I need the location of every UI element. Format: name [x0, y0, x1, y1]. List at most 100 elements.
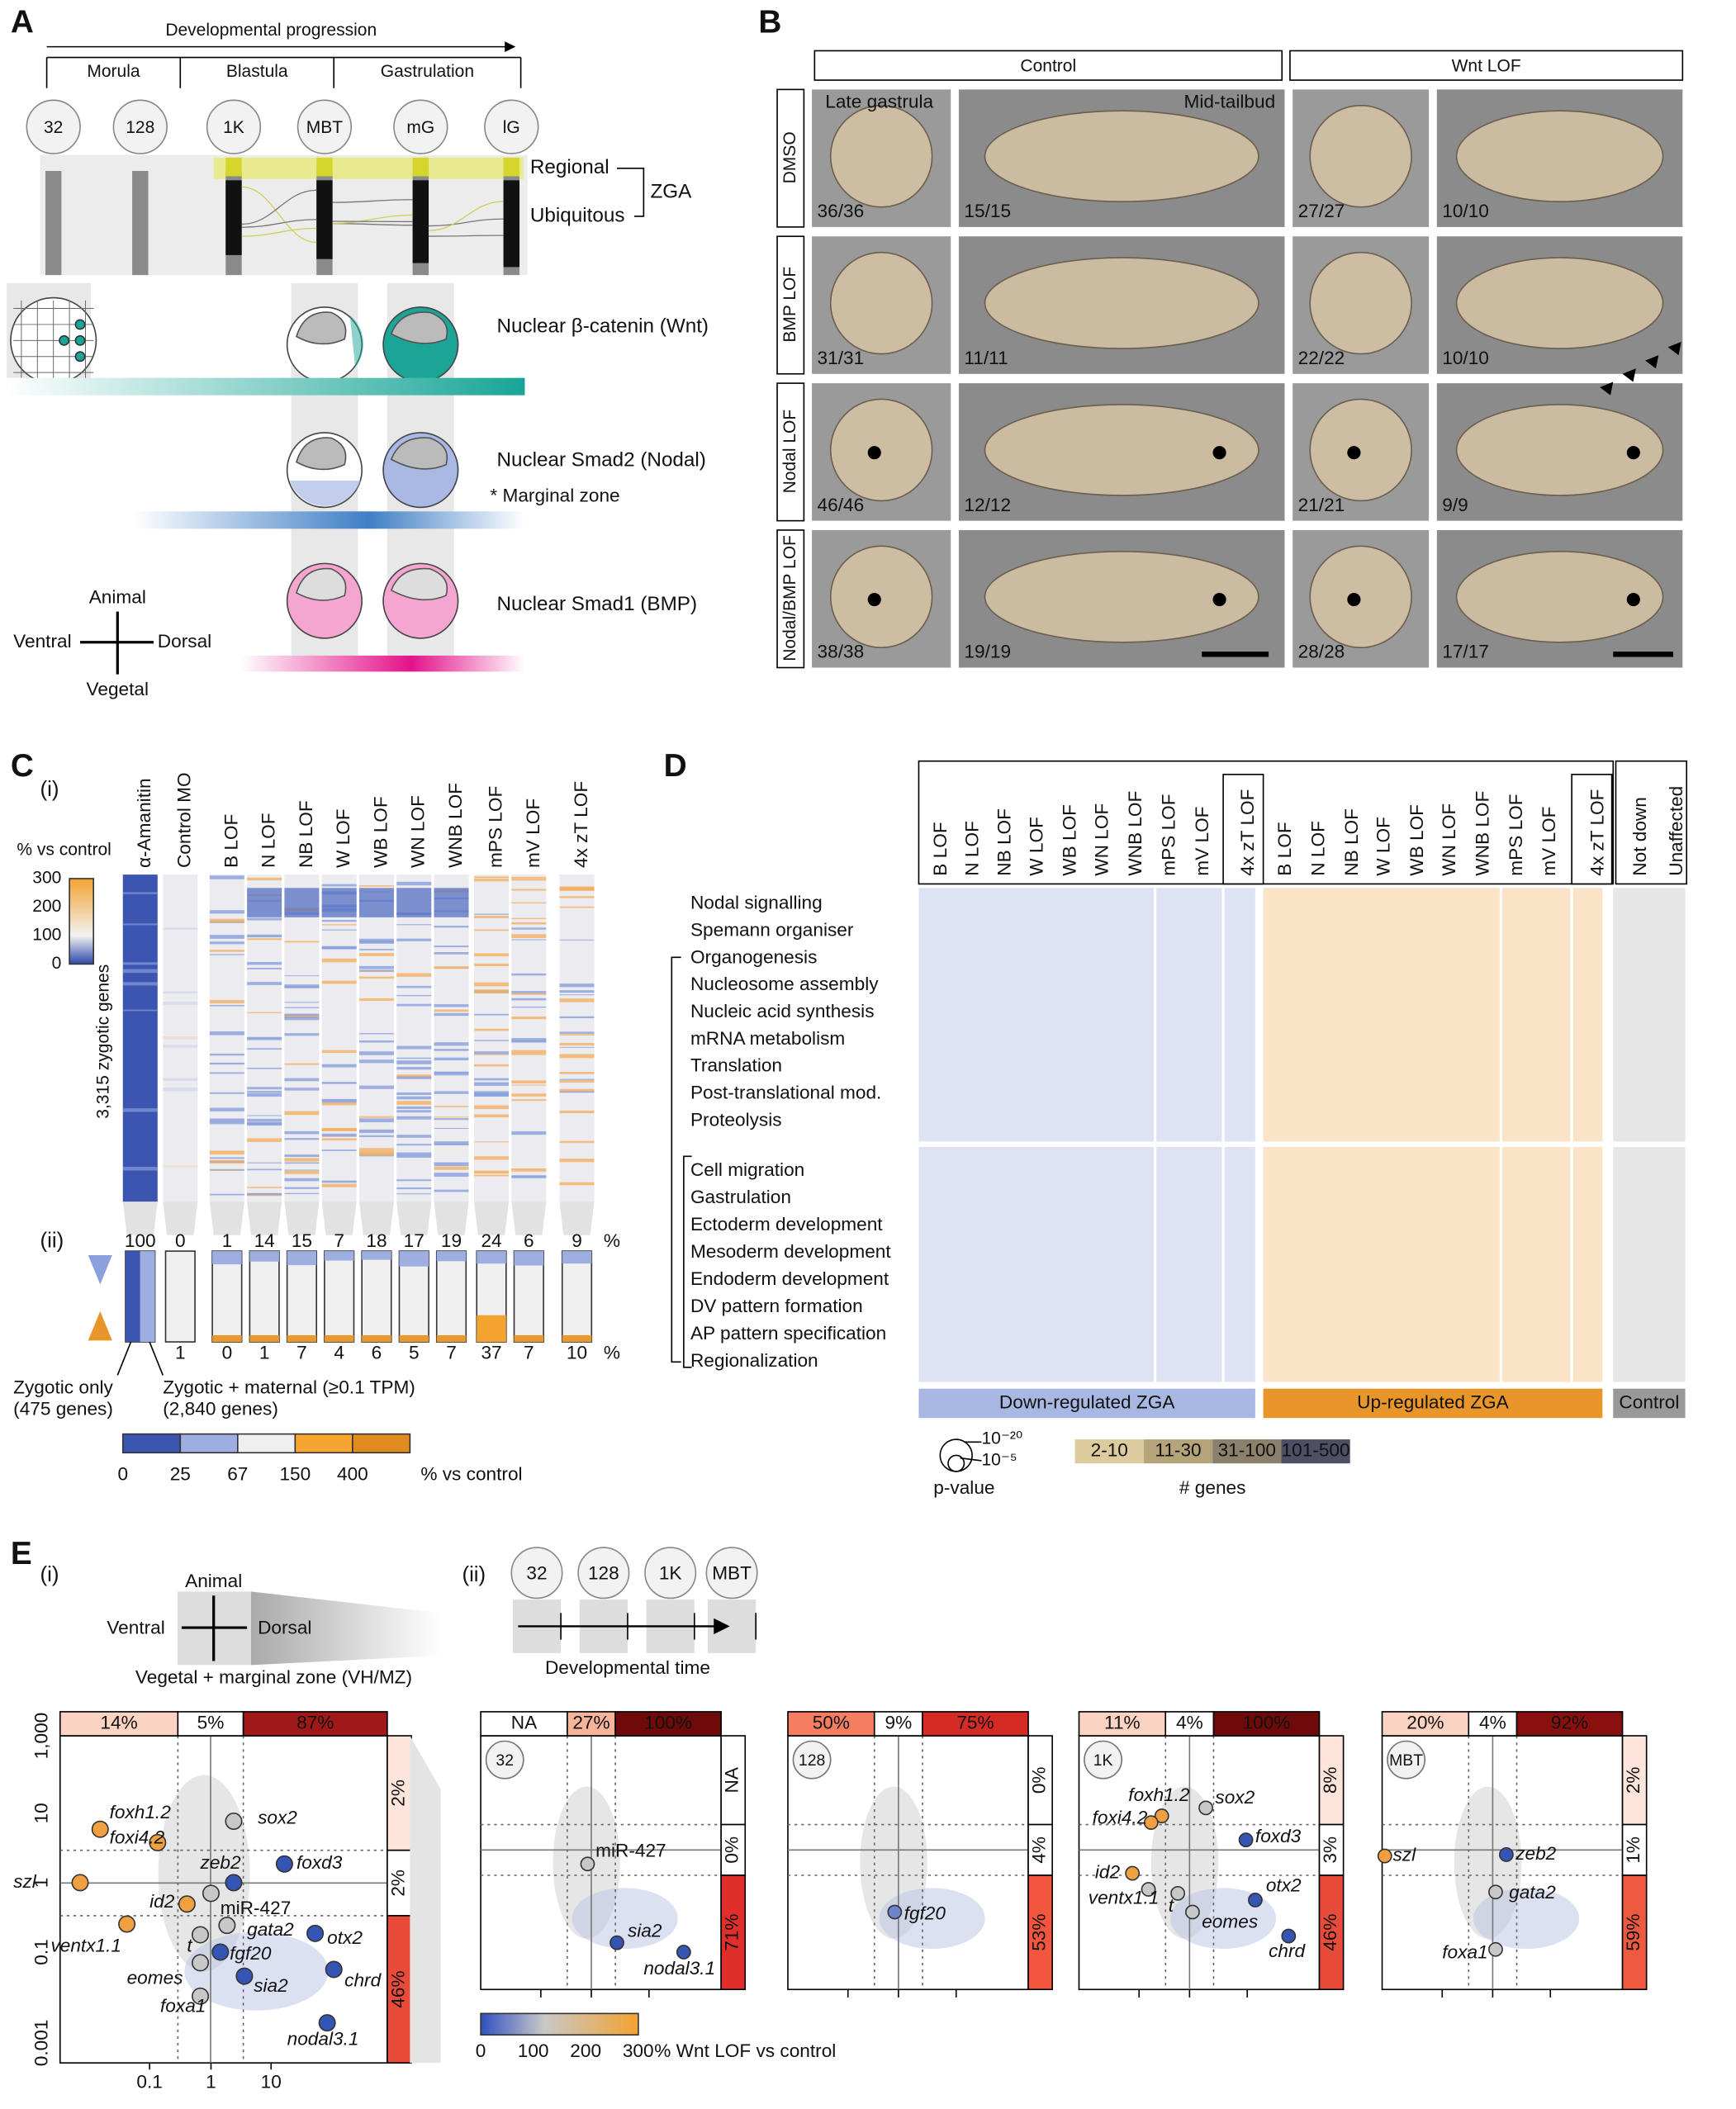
column-label: WNB LOF [1125, 791, 1145, 876]
sankey-flow [429, 218, 504, 227]
heatmap-stripe [247, 1087, 282, 1090]
heatmap-stripe [511, 1040, 547, 1043]
up-pct: 0 [222, 1343, 233, 1363]
term-label: Spemann organiser [690, 919, 854, 940]
stage-label: 32 [44, 118, 63, 137]
heatmap-stripe [396, 1187, 432, 1190]
point-cloud [879, 1888, 985, 1950]
group-label: Control [1619, 1391, 1679, 1412]
heatmap-stripe [321, 1050, 357, 1053]
marker-dot [1347, 446, 1361, 460]
heatmap-stripe [209, 1092, 244, 1094]
gene-label: foxa1 [160, 1995, 206, 2016]
heatmap-stripe [559, 990, 595, 993]
heatmap-stripe [434, 945, 469, 948]
stage-badge [1387, 1740, 1426, 1780]
fraction-label: 46% [387, 1970, 408, 2007]
wnt-domain [349, 315, 363, 367]
colorbar-tick: 300 [623, 2040, 654, 2061]
stage-label: Mid-tailbud [1183, 92, 1275, 112]
embryo [1309, 545, 1412, 649]
heatmap-column [559, 874, 595, 1202]
x-tick-label: 0.1 [136, 2071, 162, 2092]
fraction-cell [1212, 1711, 1321, 1737]
heatmap-stripe [209, 941, 244, 945]
scale-bar [1202, 652, 1269, 657]
point-cloud [1473, 1888, 1580, 1950]
column-label: WN LOF [1092, 803, 1112, 876]
fraction-cell [1164, 1711, 1215, 1737]
fraction-label: NA [722, 1766, 742, 1793]
heatmap-stripe [247, 1118, 282, 1122]
funnel [163, 1201, 198, 1235]
term-label: Proteolysis [690, 1109, 782, 1130]
colorbar-title: % Wnt LOF vs control [654, 2040, 836, 2061]
stacked-bar [286, 1250, 318, 1343]
scale-bar [1613, 652, 1674, 657]
fraction-label: 27% [572, 1712, 609, 1732]
column-label: WNB LOF [445, 783, 466, 868]
funnel [434, 1201, 469, 1235]
heatmap-stripe [511, 991, 547, 994]
gene-point [235, 1967, 254, 1985]
sankey-flow [241, 186, 317, 244]
fraction-cell [1318, 1735, 1345, 1826]
heatmap-stripe [396, 1144, 432, 1146]
heatmap-stripe [284, 1033, 320, 1036]
heatmap-stripe [321, 1180, 357, 1182]
heatmap-stripe [434, 1173, 469, 1178]
up-pct: 7 [524, 1343, 534, 1363]
heatmap-stripe [559, 1034, 595, 1036]
embryo [984, 110, 1259, 202]
marker-dot [1347, 592, 1361, 607]
heatmap-stripe [247, 1048, 282, 1050]
heatmap-stripe [321, 1133, 357, 1137]
gene-point [1488, 1941, 1503, 1957]
genes-title: # genes [1179, 1477, 1246, 1498]
fraction-label: 2% [1623, 1766, 1644, 1794]
column-label: WN LOF [408, 795, 429, 868]
arrowhead [1600, 382, 1614, 396]
gene-point [1170, 1885, 1186, 1901]
heatmap-stripe [396, 1060, 432, 1064]
header-box [1571, 774, 1613, 885]
heatmap-stripe [511, 1099, 547, 1102]
term-label: Mesoderm development [690, 1241, 891, 1262]
column-label: NB LOF [1341, 808, 1362, 876]
heatmap-stripe [559, 998, 595, 1002]
gene-point [275, 1855, 293, 1873]
heatmap-stripe [474, 1013, 510, 1016]
sankey-flow [332, 214, 413, 225]
heatmap-stripe [247, 917, 282, 921]
gene-point [1248, 1893, 1263, 1908]
heatmap-stripe [209, 1072, 244, 1074]
stage-embryo [705, 1547, 758, 1600]
heatmap-stripe [434, 1091, 469, 1094]
heatmap-stripe [122, 969, 158, 974]
heatmap-stripe [358, 1152, 394, 1156]
heatmap-stripe [396, 1179, 432, 1182]
fraction-cell [1621, 1735, 1648, 1826]
stage-label: 32 [526, 1562, 547, 1583]
gene-point [91, 1820, 109, 1838]
sankey-regional [225, 157, 242, 177]
stage-label: 1K [223, 118, 244, 137]
heatmap-stripe [284, 1178, 320, 1182]
heatmap-stripe [247, 961, 282, 965]
y-tick-label: 1,000 [31, 1713, 52, 1760]
fraction-cell [1621, 1823, 1648, 1876]
count-label: 10/10 [1442, 348, 1489, 368]
fraction-cell [873, 1711, 923, 1737]
scale-tick: 200 [32, 897, 61, 916]
gene-label: t [187, 1935, 193, 1955]
panel-label: A [11, 4, 34, 40]
sub-label: (i) [40, 1563, 59, 1586]
panel-label: C [11, 748, 34, 784]
gene-point [118, 1915, 136, 1933]
embryo [1309, 104, 1412, 208]
gene-label: foxi4.2 [110, 1827, 165, 1848]
heatmap-stripe [284, 1063, 320, 1065]
heatmap-stripe [396, 1193, 432, 1195]
heatmap-stripe [321, 1149, 357, 1151]
down-pct: 6 [524, 1230, 534, 1251]
